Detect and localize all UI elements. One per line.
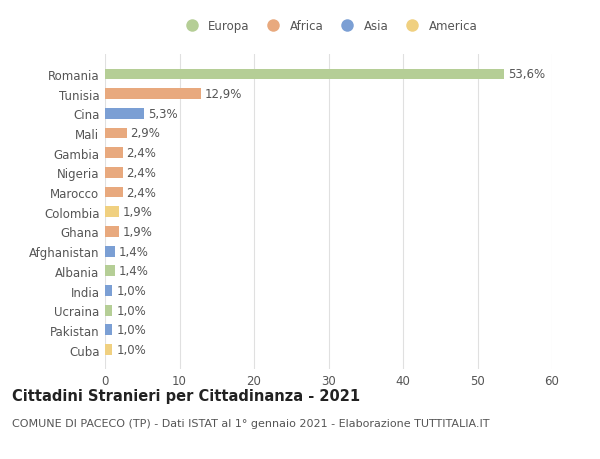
- Text: 2,9%: 2,9%: [130, 127, 160, 140]
- Bar: [105, 344, 112, 355]
- Text: 2,4%: 2,4%: [127, 167, 157, 179]
- Bar: [105, 305, 112, 316]
- Text: 1,0%: 1,0%: [116, 324, 146, 336]
- Bar: [105, 168, 123, 179]
- Text: 1,0%: 1,0%: [116, 304, 146, 317]
- Bar: [105, 207, 119, 218]
- Text: 1,0%: 1,0%: [116, 285, 146, 297]
- Text: 53,6%: 53,6%: [508, 68, 545, 81]
- Text: 2,4%: 2,4%: [127, 147, 157, 160]
- Text: 2,4%: 2,4%: [127, 186, 157, 199]
- Bar: [105, 187, 123, 198]
- Text: Cittadini Stranieri per Cittadinanza - 2021: Cittadini Stranieri per Cittadinanza - 2…: [12, 388, 360, 403]
- Bar: [105, 246, 115, 257]
- Bar: [105, 89, 201, 100]
- Text: 1,0%: 1,0%: [116, 343, 146, 356]
- Bar: [105, 109, 145, 119]
- Text: 1,4%: 1,4%: [119, 245, 149, 258]
- Text: 1,4%: 1,4%: [119, 265, 149, 278]
- Bar: [105, 69, 505, 80]
- Bar: [105, 266, 115, 277]
- Text: 1,9%: 1,9%: [123, 206, 153, 219]
- Text: 12,9%: 12,9%: [205, 88, 242, 101]
- Bar: [105, 129, 127, 139]
- Bar: [105, 148, 123, 159]
- Bar: [105, 227, 119, 237]
- Bar: [105, 325, 112, 336]
- Text: COMUNE DI PACECO (TP) - Dati ISTAT al 1° gennaio 2021 - Elaborazione TUTTITALIA.: COMUNE DI PACECO (TP) - Dati ISTAT al 1°…: [12, 418, 490, 428]
- Bar: [105, 285, 112, 296]
- Text: 1,9%: 1,9%: [123, 225, 153, 238]
- Legend: Europa, Africa, Asia, America: Europa, Africa, Asia, America: [180, 20, 477, 33]
- Text: 5,3%: 5,3%: [148, 107, 178, 121]
